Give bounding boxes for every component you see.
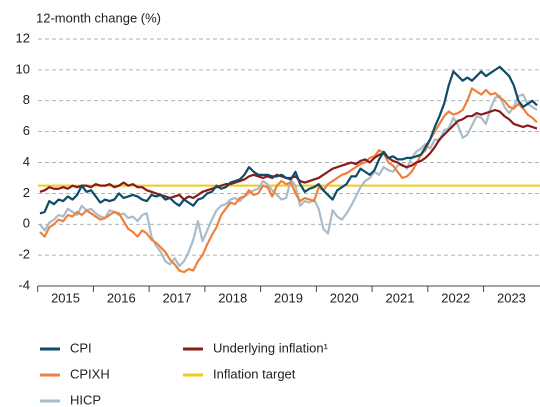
x-tick-label: 2020 <box>330 290 359 305</box>
x-tick-label: 2022 <box>441 290 470 305</box>
y-tick-label: 0 <box>23 216 30 231</box>
legend-label: CPI <box>70 340 92 355</box>
legend-label: Underlying inflation¹ <box>213 340 329 355</box>
x-tick-label: 2023 <box>497 290 526 305</box>
y-tick-label: 6 <box>23 123 30 138</box>
x-tick-label: 2021 <box>386 290 415 305</box>
legend-label: CPIXH <box>70 366 110 381</box>
series-line <box>39 93 538 268</box>
y-tick-label: -4 <box>18 277 30 292</box>
x-tick-label: 2018 <box>218 290 247 305</box>
y-tick-label: 12 <box>16 30 30 45</box>
legend-label: Inflation target <box>213 366 296 381</box>
y-tick-label: 10 <box>16 61 30 76</box>
y-axis-label: 12-month change (%) <box>36 10 161 25</box>
series-line <box>39 87 538 274</box>
x-tick-label: 2017 <box>163 290 192 305</box>
y-tick-label: 4 <box>23 154 30 169</box>
series-line <box>39 65 538 215</box>
legend-label: HICP <box>70 392 101 407</box>
x-tick-label: 2019 <box>274 290 303 305</box>
y-tick-label: 2 <box>23 185 30 200</box>
y-tick-label: -2 <box>18 247 30 262</box>
x-tick-label: 2015 <box>51 290 80 305</box>
y-tick-label: 8 <box>23 92 30 107</box>
x-tick-label: 2016 <box>107 290 136 305</box>
